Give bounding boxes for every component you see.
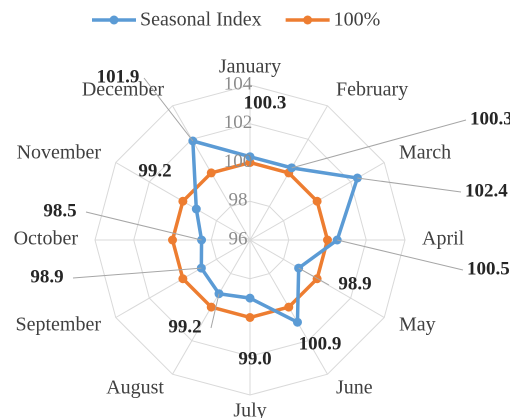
category-label: April [422,228,465,250]
point [245,152,255,162]
point [206,302,216,312]
leader-line [143,77,194,142]
legend-label: Seasonal Index [140,9,262,31]
leader-line [210,293,220,329]
point [245,313,255,322]
category-label: March [399,142,451,164]
point [312,196,322,206]
category-label: January [219,56,281,78]
point [178,274,188,284]
leader-line [357,177,462,193]
category-label: September [16,314,102,336]
category-label: May [399,314,436,336]
category-label: August [106,377,164,399]
point [178,196,188,206]
r-tick-label: 96 [229,228,248,249]
point [292,317,302,327]
leader-line [298,267,330,286]
point [168,235,177,245]
point [284,302,294,312]
point [323,235,332,245]
data-label: 98.9 [338,273,371,294]
data-label: 100.9 [299,333,342,354]
category-label: November [17,142,102,164]
data-label: 100.3 [244,92,287,113]
point [191,204,201,214]
legend-marker [303,15,313,25]
category-label: October [14,228,79,250]
category-label: June [336,377,373,399]
leader-line [85,211,202,241]
category-label: February [336,79,408,101]
leader-line [291,119,467,169]
legend-marker [109,15,119,25]
legend-label: 100% [334,9,381,31]
r-tick-label: 102 [224,112,253,133]
leader-line [72,267,202,279]
data-label: 99.0 [238,348,271,369]
data-label: 100.5 [467,258,510,279]
r-tick-label: 104 [224,73,253,94]
data-label: 99.2 [168,316,201,337]
category-label: December [82,79,165,101]
point [245,293,255,303]
data-label: 98.9 [30,266,63,287]
r-tick-label: 98 [229,190,248,211]
category-label: July [233,400,266,418]
data-label: 100.3 [470,108,510,129]
leader-line [337,239,464,271]
point [206,168,216,178]
data-label: 102.4 [465,180,508,201]
data-label: 101.9 [97,66,140,87]
r-tick-label: 100 [224,151,253,172]
data-label: 98.5 [43,200,76,221]
data-label: 99.2 [138,160,171,181]
